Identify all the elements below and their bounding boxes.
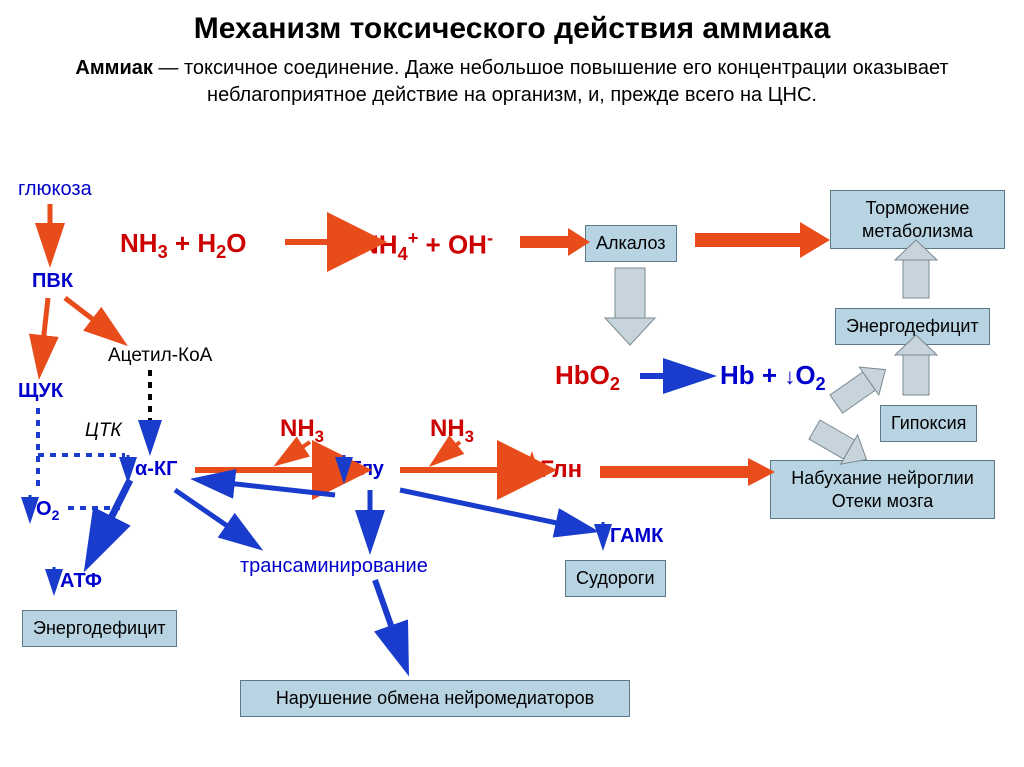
label-hbo2: HbO2 xyxy=(555,360,620,395)
eq-nh3: NH3 + H2O xyxy=(120,228,246,263)
box-sudorogi: Судороги xyxy=(565,560,666,597)
page-title: Механизм токсического действия аммиака xyxy=(0,12,1024,46)
box-narushenie: Нарушение обмена нейромедиаторов xyxy=(240,680,630,717)
subtitle-bold: Аммиак xyxy=(75,57,152,79)
label-ctk: ЦТК xyxy=(85,420,122,442)
label-glu: Глу xyxy=(350,458,384,481)
eq-nh4oh: NH4+ + OH- xyxy=(360,228,493,265)
label-atf: АТФ xyxy=(60,570,102,593)
box-tormoz: Торможениеметаболизма xyxy=(830,190,1005,249)
label-transam: трансаминирование xyxy=(240,555,428,578)
subtitle-rest: — токсичное соединение. Даже небольшое п… xyxy=(153,57,949,106)
box-energodef2: Энергодефицит xyxy=(22,610,177,647)
label-akg: α-КГ xyxy=(135,458,178,481)
arrows-layer xyxy=(0,0,1024,767)
box-alkaloz: Алкалоз xyxy=(585,225,677,262)
page-subtitle: Аммиак — токсичное соединение. Даже небо… xyxy=(50,55,974,109)
label-pvk: ПВК xyxy=(32,270,73,293)
label-gamk: ГАМК xyxy=(610,525,663,548)
label-glucose: глюкоза xyxy=(18,178,92,201)
label-hb-o2: Hb + ↓O2 xyxy=(720,360,826,395)
box-energodef1: Энергодефицит xyxy=(835,308,990,345)
box-gipoksia: Гипоксия xyxy=(880,405,977,442)
label-gln: Глн xyxy=(540,456,582,484)
label-nh3-1: NH3 xyxy=(280,415,324,447)
label-o2: O2 xyxy=(36,498,59,523)
label-nh3-2: NH3 xyxy=(430,415,474,447)
label-shchuk: ЩУК xyxy=(18,380,63,403)
box-nabuhanie: Набухание нейроглииОтеки мозга xyxy=(770,460,995,519)
label-acetyl: Ацетил-КоА xyxy=(108,345,212,367)
